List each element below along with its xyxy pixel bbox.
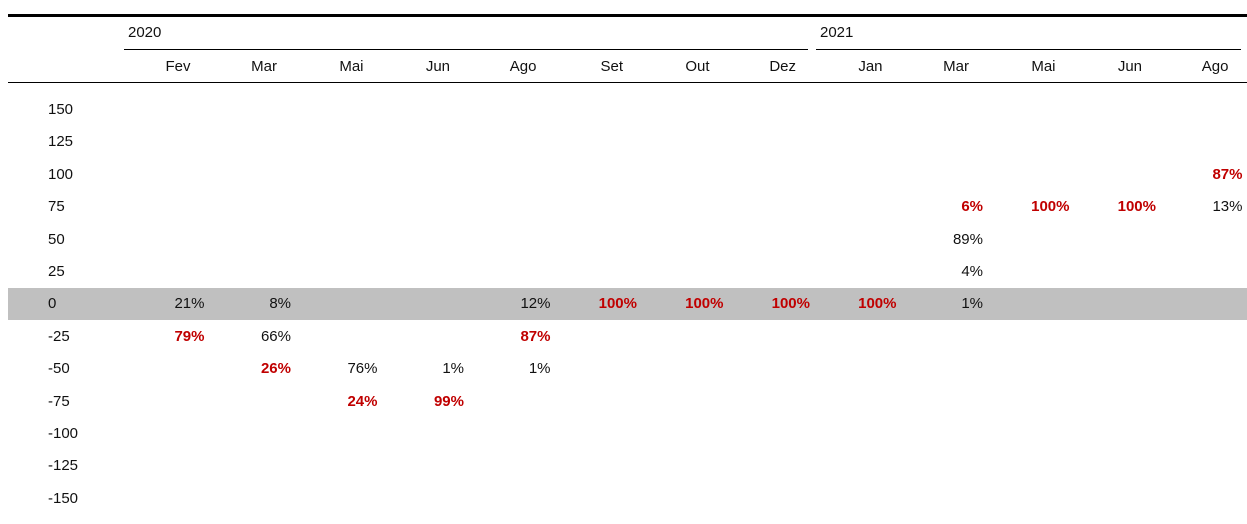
month-label: Mar: [251, 58, 277, 75]
cell-value: 100%: [685, 295, 724, 313]
cell-value: 4%: [961, 263, 983, 280]
cell-value: 13%: [1212, 198, 1243, 216]
month-label: Dez: [769, 58, 796, 75]
cell-value: 26%: [260, 360, 291, 378]
cell-value: 24%: [347, 392, 378, 410]
year-label: 2021: [820, 24, 854, 41]
row-label: -50: [48, 360, 70, 378]
cell-value: 76%: [347, 360, 378, 378]
month-label: Mai: [1031, 58, 1056, 75]
row-label: 75: [48, 198, 65, 216]
cell-value: 100%: [858, 295, 897, 313]
row-label: -125: [48, 457, 79, 475]
row-label: -75: [48, 392, 70, 410]
cell-value: 100%: [598, 295, 637, 313]
row-label: 50: [48, 230, 65, 248]
cell-value: 1%: [442, 360, 464, 378]
month-label: Mai: [339, 58, 364, 75]
month-label: Fev: [165, 58, 191, 75]
month-label: Ago: [509, 58, 537, 75]
row-label: 0: [48, 295, 57, 313]
year-rule: [124, 49, 808, 50]
year-label: 2020: [128, 24, 162, 41]
cell-value: 1%: [961, 295, 983, 313]
row-label: 100: [48, 165, 74, 183]
row-label: -25: [48, 327, 70, 345]
month-label: Jan: [858, 58, 883, 75]
month-label: Mar: [943, 58, 969, 75]
row-label: 125: [48, 133, 74, 151]
header-rule: [8, 82, 1247, 83]
row-label: -150: [48, 489, 79, 507]
cell-value: 100%: [771, 295, 810, 313]
year-rule: [816, 49, 1241, 50]
cell-value: 79%: [174, 327, 205, 345]
month-label: Jun: [425, 58, 450, 75]
month-label: Ago: [1201, 58, 1229, 75]
cell-value: 87%: [520, 327, 551, 345]
month-label: Out: [685, 58, 710, 75]
row-label: 150: [48, 101, 74, 118]
cell-value: 12%: [520, 295, 551, 313]
shaded-row: [8, 288, 1247, 321]
cell-value: 89%: [952, 230, 983, 248]
row-label: 25: [48, 263, 65, 280]
month-label: Jun: [1117, 58, 1142, 75]
cell-value: 21%: [174, 295, 205, 313]
cell-value: 87%: [1212, 165, 1243, 183]
cell-value: 66%: [260, 327, 291, 345]
cell-value: 1%: [528, 360, 551, 378]
month-label: Set: [600, 58, 623, 75]
row-label: -100: [48, 425, 79, 442]
cell-value: 99%: [433, 392, 464, 410]
cell-value: 6%: [961, 198, 983, 216]
top-rule: [8, 14, 1247, 17]
cell-value: 8%: [269, 295, 291, 313]
cell-value: 100%: [1031, 198, 1070, 216]
cell-value: 100%: [1117, 198, 1156, 216]
